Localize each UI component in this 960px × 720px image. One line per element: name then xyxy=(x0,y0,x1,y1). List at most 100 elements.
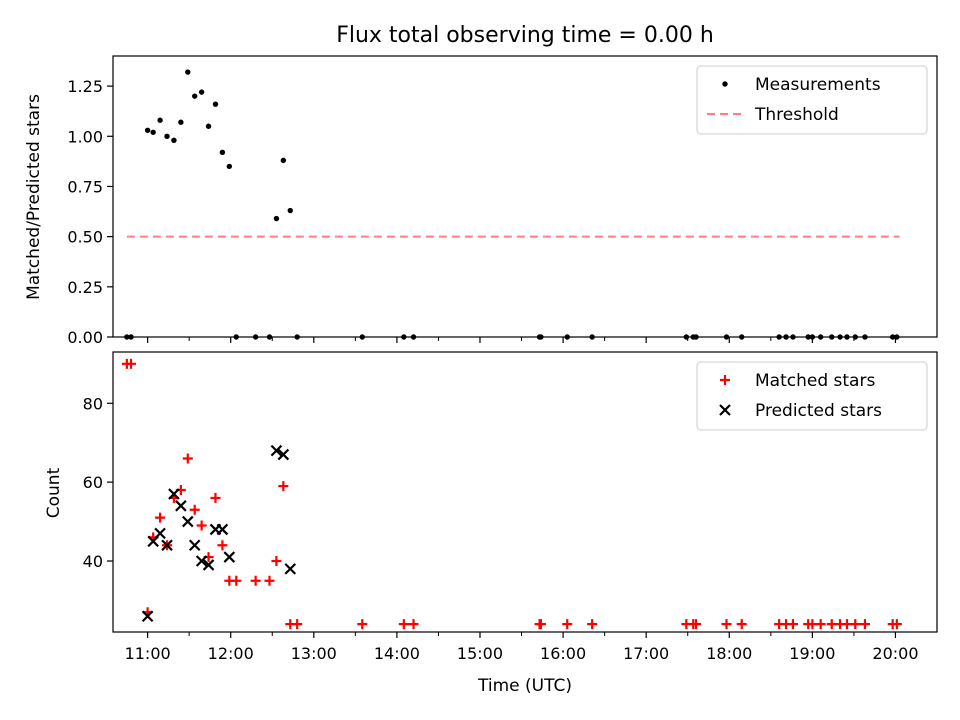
bottom-y-axis-label: Count xyxy=(44,467,64,518)
top-panel-title: Flux total observing time = 0.00 h xyxy=(336,23,714,48)
measurement-point xyxy=(790,334,796,340)
measurement-point xyxy=(739,334,745,340)
x-tick-label: 18:00 xyxy=(706,644,752,663)
matched-star-point xyxy=(721,619,732,630)
matched-star-point xyxy=(736,619,747,630)
bottom-y-tick-label: 60 xyxy=(83,473,103,492)
bottom-y-tick-label: 40 xyxy=(83,552,103,571)
measurement-point xyxy=(144,127,151,133)
legend-entry-label: Matched stars xyxy=(755,371,875,391)
measurement-point xyxy=(776,334,782,340)
top-y-tick-label: 1.25 xyxy=(67,77,103,96)
measurement-point xyxy=(280,157,287,164)
matched-star-point xyxy=(691,619,702,630)
measurement-point xyxy=(157,117,163,123)
measurement-point xyxy=(723,334,730,340)
legend-entry-label: Measurements xyxy=(755,75,881,95)
bottom-y-tick-label: 80 xyxy=(83,394,103,413)
top-y-tick-label: 0.50 xyxy=(67,228,103,247)
matched-star-point xyxy=(278,481,289,492)
predicted-star-point xyxy=(195,555,208,567)
measurement-point xyxy=(852,334,858,340)
predicted-star-point xyxy=(277,448,290,461)
measurement-point xyxy=(589,334,595,340)
matched-star-point xyxy=(357,619,368,630)
x-tick-label: 13:00 xyxy=(291,644,337,663)
matched-star-point xyxy=(859,619,870,630)
legend-matched-swatch xyxy=(720,375,730,385)
predicted-star-point xyxy=(141,610,154,623)
measurement-point xyxy=(124,334,130,340)
matched-star-point xyxy=(408,619,419,630)
x-tick-label: 12:00 xyxy=(208,644,254,663)
measurement-point xyxy=(683,334,690,340)
measurement-point xyxy=(837,334,843,340)
top-axes-frame xyxy=(112,55,938,338)
measurement-point xyxy=(252,334,259,340)
measurement-point xyxy=(233,334,239,340)
matched-star-point xyxy=(850,619,861,630)
bottom-legend: Matched stars Predicted stars xyxy=(696,361,928,431)
measurement-point xyxy=(128,334,134,340)
top-y-tick-label: 0.25 xyxy=(67,278,103,297)
measurement-point xyxy=(564,334,570,340)
measurement-point xyxy=(817,334,824,340)
predicted-star-point xyxy=(223,551,236,563)
matched-star-point xyxy=(562,619,573,630)
measurement-point xyxy=(164,133,170,139)
measurement-point xyxy=(805,334,811,340)
measurement-point xyxy=(219,149,226,156)
x-tick-label: 16:00 xyxy=(540,644,586,663)
matched-star-point xyxy=(196,520,207,531)
matched-star-point xyxy=(217,540,228,551)
measurement-point xyxy=(693,334,699,340)
measurement-point xyxy=(287,207,293,214)
top-panel: 0.00 0.25 0.50 0.75 1.00 1.25 Measurements Thre… xyxy=(67,55,938,347)
measurement-point xyxy=(401,334,407,340)
predicted-star-point xyxy=(161,539,173,552)
measurement-point xyxy=(185,69,191,75)
top-legend-box xyxy=(696,65,928,135)
measurement-point xyxy=(809,334,816,340)
top-y-axis-label: Matched/Predicted stars xyxy=(24,94,44,300)
measurement-point xyxy=(171,137,177,143)
matched-star-point xyxy=(891,619,902,630)
matched-star-point xyxy=(292,619,303,630)
measurement-point xyxy=(198,89,205,95)
x-tick-label: 15:00 xyxy=(457,644,503,663)
legend-entry-label: Predicted stars xyxy=(755,401,882,421)
x-tick-label: 11:00 xyxy=(125,644,171,663)
predicted-star-point xyxy=(154,527,166,540)
matched-star-point xyxy=(815,619,826,630)
matched-star-point xyxy=(155,512,166,523)
matched-star-point xyxy=(398,619,409,630)
measurement-point xyxy=(226,163,233,170)
measurement-point xyxy=(862,334,868,340)
legend-entry-label: Threshold xyxy=(754,105,839,125)
top-y-tick-label: 0.00 xyxy=(67,328,103,347)
measurement-point xyxy=(889,334,896,340)
top-y-tick-label: 0.75 xyxy=(67,177,103,196)
measurement-point xyxy=(178,119,184,125)
x-tick-label: 20:00 xyxy=(872,644,918,663)
predicted-star-point xyxy=(202,559,215,571)
matched-star-point xyxy=(189,504,200,515)
predicted-star-point xyxy=(216,523,229,536)
bottom-legend-box xyxy=(696,361,928,431)
matched-star-point xyxy=(587,619,598,630)
predicted-star-point xyxy=(188,539,201,552)
matched-star-point xyxy=(271,556,282,567)
measurement-point xyxy=(410,334,417,340)
bottom-panel: 40 60 80 11:00 12:00 13:00 14:00 15:00 16:00 17:0… xyxy=(83,351,938,663)
measurement-point xyxy=(266,334,273,340)
predicted-star-point xyxy=(284,563,297,575)
measurement-point xyxy=(894,334,900,340)
matched-star-point xyxy=(787,619,798,630)
measurement-point xyxy=(192,93,198,99)
measurement-point xyxy=(829,334,835,340)
x-axis-label: Time (UTC) xyxy=(477,676,572,696)
predicted-star-point xyxy=(168,488,180,500)
measurement-point xyxy=(783,334,789,340)
matched-star-point xyxy=(264,575,275,586)
predicted-star-point xyxy=(270,444,283,457)
